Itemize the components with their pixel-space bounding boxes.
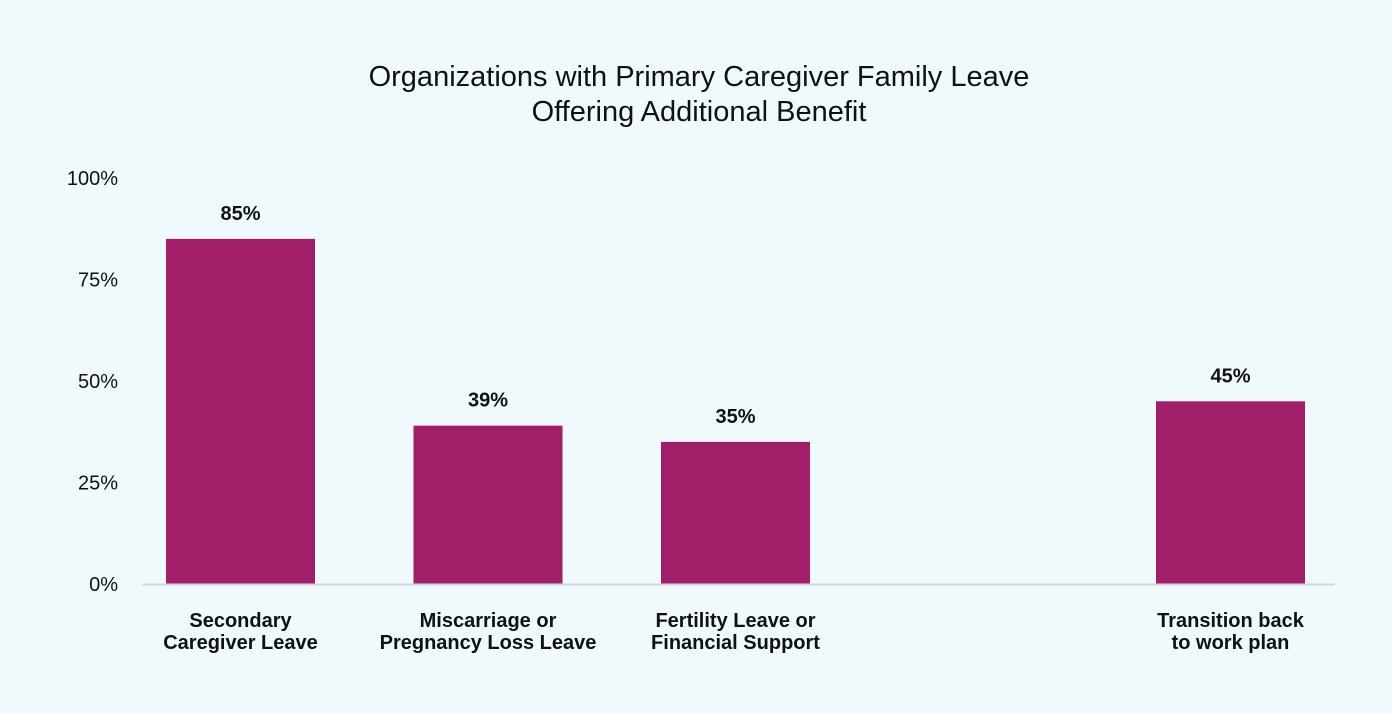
x-tick-label: Miscarriage or	[420, 610, 557, 632]
data-label: 39%	[468, 390, 508, 412]
y-tick-label: 25%	[78, 473, 118, 495]
bar	[1156, 401, 1305, 584]
x-tick-label: Fertility Leave or	[655, 610, 815, 632]
chart-title-line: Offering Additional Benefit	[532, 96, 867, 128]
bar	[166, 238, 315, 584]
chart-title: Organizations with Primary Caregiver Fam…	[369, 61, 1030, 128]
y-tick-label: 0%	[89, 574, 118, 596]
y-tick-label: 50%	[78, 371, 118, 393]
x-tick-label: Caregiver Leave	[163, 632, 318, 654]
x-tick-label: Secondary	[189, 610, 292, 632]
y-tick-label: 75%	[78, 270, 118, 292]
value-labels: 85% 39% 35% 45%	[220, 203, 1250, 428]
data-label: 35%	[715, 406, 755, 428]
x-tick-label: Transition back	[1157, 610, 1305, 632]
data-label: 85%	[220, 203, 260, 225]
bars	[166, 238, 1305, 584]
x-tick-label: to work plan	[1172, 632, 1290, 654]
bar	[661, 441, 810, 584]
data-label: 45%	[1210, 365, 1250, 387]
y-tick-label: 100%	[67, 168, 118, 190]
chart-title-line: Organizations with Primary Caregiver Fam…	[369, 61, 1030, 93]
x-tick-label: Financial Support	[651, 632, 820, 654]
x-tick-label: Pregnancy Loss Leave	[380, 632, 597, 654]
bar	[413, 425, 563, 584]
y-axis-ticks: 0% 25% 50% 75% 100%	[67, 168, 118, 596]
